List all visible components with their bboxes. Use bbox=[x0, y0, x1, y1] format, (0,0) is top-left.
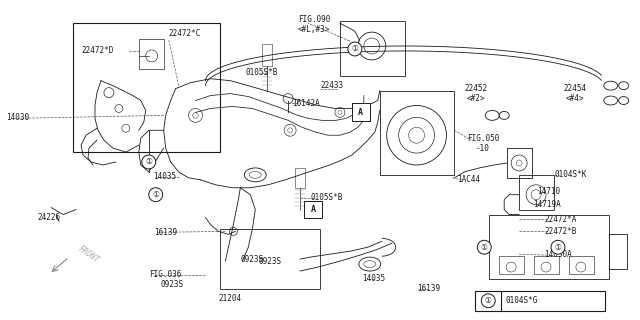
Text: 0105S*B: 0105S*B bbox=[245, 68, 278, 77]
Bar bbox=[507, 148, 532, 178]
Text: 16142A: 16142A bbox=[292, 99, 320, 108]
Text: 22472*B: 22472*B bbox=[544, 227, 577, 236]
Text: <#L,#3>: <#L,#3> bbox=[298, 25, 330, 34]
Text: 14030: 14030 bbox=[6, 113, 29, 122]
Text: ①: ① bbox=[481, 243, 488, 252]
Text: FIG.050: FIG.050 bbox=[467, 134, 500, 143]
Text: 21204: 21204 bbox=[218, 294, 241, 303]
Text: 0923S: 0923S bbox=[241, 255, 264, 264]
Bar bbox=[73, 23, 220, 152]
Circle shape bbox=[148, 188, 163, 202]
Bar bbox=[534, 256, 559, 274]
Bar bbox=[139, 39, 164, 69]
Bar bbox=[262, 44, 272, 66]
Bar bbox=[489, 214, 609, 279]
Text: ①: ① bbox=[485, 296, 492, 305]
Circle shape bbox=[481, 294, 495, 308]
Text: 14035: 14035 bbox=[153, 172, 176, 181]
Text: A: A bbox=[358, 108, 364, 117]
Text: A: A bbox=[310, 205, 316, 214]
Bar bbox=[340, 21, 404, 76]
Text: 22433: 22433 bbox=[320, 81, 343, 90]
Text: 14035: 14035 bbox=[362, 275, 385, 284]
Text: ①: ① bbox=[351, 44, 358, 53]
Text: 22454: 22454 bbox=[564, 84, 587, 93]
Text: 14710: 14710 bbox=[537, 187, 560, 196]
Bar bbox=[499, 256, 524, 274]
Text: 22472*D: 22472*D bbox=[81, 46, 113, 55]
Bar bbox=[519, 175, 554, 210]
Circle shape bbox=[348, 42, 362, 56]
Circle shape bbox=[142, 155, 156, 169]
Text: 14030A: 14030A bbox=[544, 250, 572, 259]
Text: 0923S: 0923S bbox=[259, 257, 282, 266]
Text: <#4>: <#4> bbox=[566, 94, 584, 103]
Text: 1AC44: 1AC44 bbox=[458, 175, 481, 184]
Text: 22472*C: 22472*C bbox=[169, 28, 201, 38]
Text: 24226: 24226 bbox=[37, 213, 60, 222]
Text: 14719A: 14719A bbox=[533, 200, 561, 209]
Text: 16139: 16139 bbox=[154, 228, 177, 237]
Text: FIG.036: FIG.036 bbox=[148, 270, 181, 279]
Bar bbox=[569, 256, 594, 274]
Text: ①: ① bbox=[145, 157, 152, 166]
Text: <#2>: <#2> bbox=[467, 94, 485, 103]
Bar bbox=[380, 91, 454, 175]
Text: 16139: 16139 bbox=[417, 284, 441, 293]
Bar bbox=[220, 229, 320, 289]
Text: 22472*A: 22472*A bbox=[544, 215, 577, 224]
Text: 22452: 22452 bbox=[465, 84, 488, 93]
Bar bbox=[609, 234, 627, 269]
Text: 0104S*G: 0104S*G bbox=[505, 296, 538, 305]
Bar bbox=[295, 168, 305, 188]
Text: 0104S*K: 0104S*K bbox=[555, 170, 588, 180]
FancyBboxPatch shape bbox=[304, 201, 322, 219]
Text: FIG.090: FIG.090 bbox=[298, 15, 330, 24]
FancyBboxPatch shape bbox=[352, 103, 370, 121]
Text: A050001583: A050001583 bbox=[549, 304, 591, 310]
Text: FRONT: FRONT bbox=[76, 244, 100, 265]
Text: -10: -10 bbox=[476, 144, 489, 153]
Circle shape bbox=[551, 240, 565, 254]
Bar bbox=[476, 291, 605, 311]
Circle shape bbox=[477, 240, 492, 254]
Text: ①: ① bbox=[152, 190, 159, 199]
Text: 0105S*B: 0105S*B bbox=[310, 193, 342, 202]
Text: ①: ① bbox=[554, 243, 561, 252]
Text: 0923S: 0923S bbox=[161, 280, 184, 289]
